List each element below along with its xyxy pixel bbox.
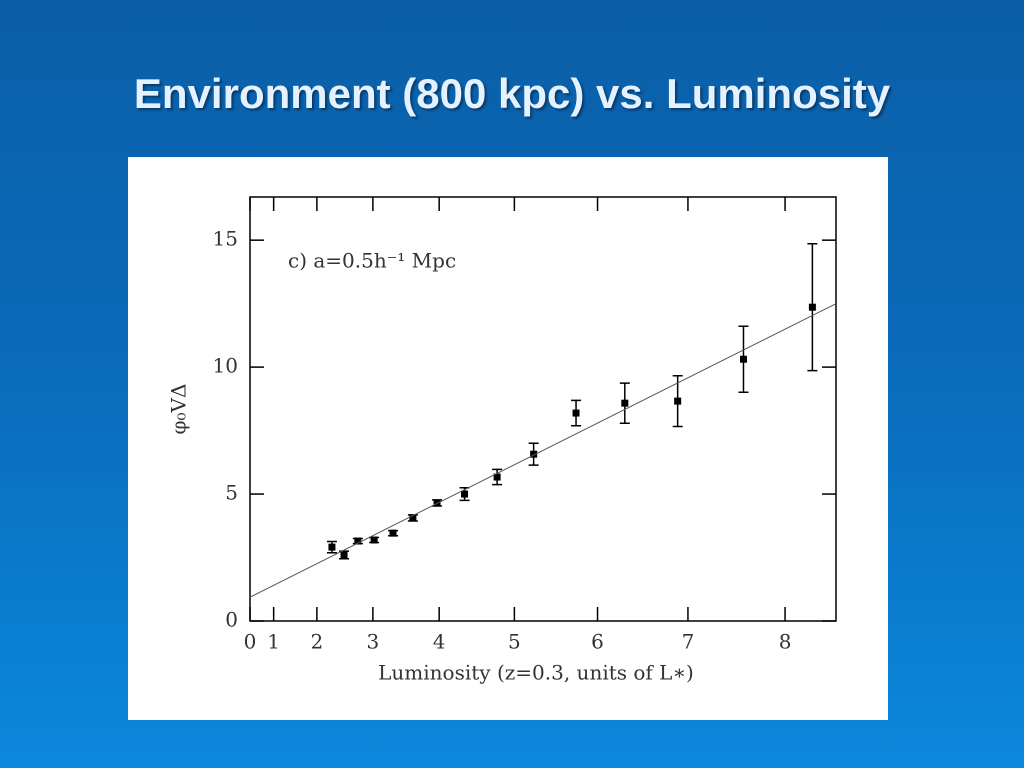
data-point [354, 537, 362, 545]
y-tick-label: 0 [225, 608, 238, 632]
x-tick-label: 5 [508, 630, 521, 654]
data-point [340, 551, 348, 559]
fit-line [249, 303, 837, 598]
data-point [808, 303, 816, 311]
x-tick-label: 6 [591, 630, 604, 654]
plot-frame [249, 196, 837, 622]
y-tick-label: 10 [213, 354, 238, 378]
x-tick-label: 4 [433, 630, 446, 654]
x-tick-label: 8 [779, 630, 792, 654]
data-point [739, 355, 747, 363]
data-point [493, 473, 501, 481]
annotation: c) a=0.5h⁻¹ Mpc [288, 249, 456, 273]
data-point [389, 529, 397, 537]
y-tick-label: 5 [225, 481, 238, 505]
x-tick-label: 0 [244, 630, 257, 654]
x-tick-label: 1 [267, 630, 280, 654]
x-tick-label: 2 [311, 630, 324, 654]
x-axis-label: Luminosity (z=0.3, units of L∗) [378, 661, 694, 685]
data-point [461, 490, 469, 498]
y-axis-label: φ₀VΔ [167, 384, 191, 435]
x-tick-label: 7 [682, 630, 695, 654]
slide-title: Environment (800 kpc) vs. Luminosity [133, 70, 891, 117]
chart-panel [128, 157, 888, 720]
x-tick-label: 3 [367, 630, 380, 654]
data-point [530, 450, 538, 458]
data-point [370, 536, 378, 544]
data-point [621, 399, 629, 407]
data-point [328, 543, 336, 551]
data-point [674, 397, 682, 405]
y-tick-label: 15 [213, 227, 238, 251]
data-point [409, 514, 417, 522]
data-point [572, 409, 580, 417]
